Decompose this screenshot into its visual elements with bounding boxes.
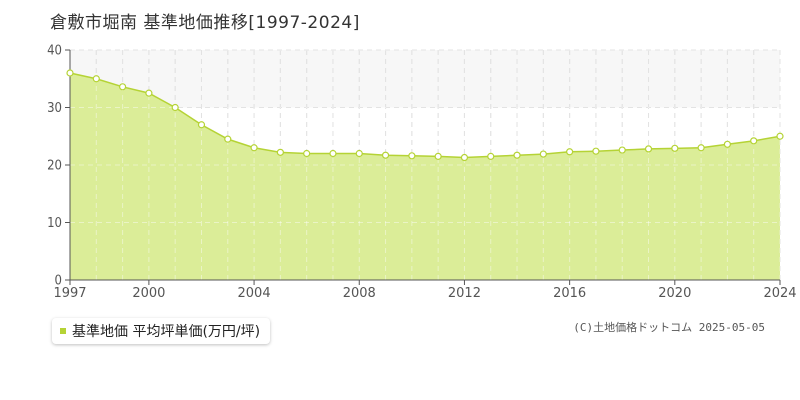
data-point <box>460 153 469 162</box>
data-point <box>566 148 574 156</box>
data-point <box>118 83 127 91</box>
data-point <box>329 149 337 158</box>
legend-swatch-icon <box>60 328 66 334</box>
data-point <box>618 146 626 154</box>
data-point <box>250 144 258 152</box>
series-line <box>69 72 781 159</box>
chart-legend: 基準地価 平均坪単価(万円/坪) <box>52 318 271 344</box>
data-point <box>592 147 600 155</box>
y-axis-tick-labels: 0 10 20 30 40 <box>47 44 62 289</box>
x-tick-label: 2012 <box>448 286 481 301</box>
data-point <box>513 151 521 159</box>
data-point <box>66 69 74 77</box>
upper-band <box>70 50 780 108</box>
data-point <box>776 132 784 140</box>
x-tick-label: 2024 <box>763 286 796 301</box>
data-point <box>381 151 390 159</box>
data-point <box>145 89 153 97</box>
y-tick-label: 30 <box>47 101 62 116</box>
y-tick-label: 20 <box>47 159 62 174</box>
data-point <box>224 135 232 143</box>
data-point <box>644 145 653 153</box>
data-point <box>408 152 416 160</box>
data-point <box>750 137 758 145</box>
y-tick-label: 10 <box>47 216 62 231</box>
data-point <box>697 144 705 152</box>
chart-background-band <box>70 50 780 108</box>
y-tick-label: 40 <box>47 44 62 59</box>
data-point <box>171 103 179 112</box>
data-point <box>434 152 442 160</box>
x-tick-label: 2004 <box>238 286 271 301</box>
chart-title: 倉敷市堀南 基準地価推移[1997-2024] <box>50 13 360 33</box>
x-tick-label: 2000 <box>132 286 165 301</box>
data-point <box>92 75 100 83</box>
x-tick-label: 2008 <box>343 286 376 301</box>
data-point <box>197 121 206 129</box>
data-point <box>539 150 547 158</box>
data-point <box>355 149 363 158</box>
data-point <box>276 148 284 156</box>
area-fill <box>70 73 780 280</box>
copyright-credit: (C)土地価格ドットコム 2025-05-05 <box>573 321 765 334</box>
x-axis-tick-labels: 1997 2000 2004 2008 2012 2016 2020 2024 <box>53 286 796 301</box>
x-tick-label: 2016 <box>553 286 586 301</box>
chart-area-series <box>69 49 781 280</box>
data-point <box>487 152 495 160</box>
data-point <box>303 149 311 158</box>
data-point <box>671 144 679 152</box>
chart-points <box>66 69 784 162</box>
legend-label: 基準地価 平均坪単価(万円/坪) <box>72 324 261 340</box>
x-tick-label: 2020 <box>658 286 691 301</box>
data-point <box>723 140 732 148</box>
chart-axes <box>65 49 781 285</box>
x-tick-label: 1997 <box>53 286 86 301</box>
y-tick-label: 0 <box>55 274 62 289</box>
